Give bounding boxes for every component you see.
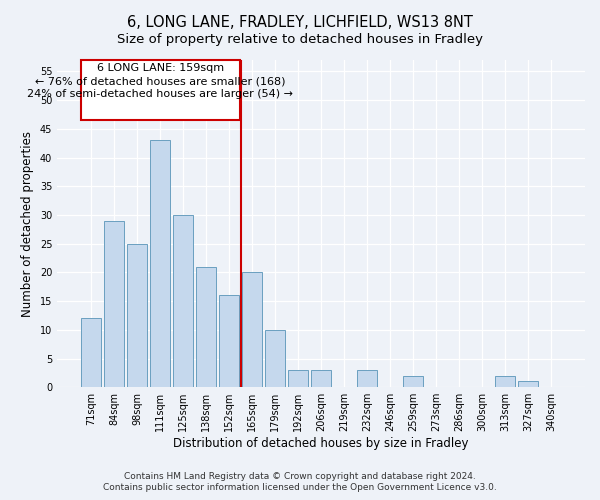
Bar	[127, 244, 147, 387]
Text: Contains HM Land Registry data © Crown copyright and database right 2024.
Contai: Contains HM Land Registry data © Crown c…	[103, 472, 497, 492]
Bar	[518, 382, 538, 387]
Bar	[104, 220, 124, 387]
Bar	[219, 296, 239, 387]
Bar	[173, 215, 193, 387]
Bar	[311, 370, 331, 387]
Bar	[403, 376, 423, 387]
Text: 6 LONG LANE: 159sqm
← 76% of detached houses are smaller (168)
24% of semi-detac: 6 LONG LANE: 159sqm ← 76% of detached ho…	[27, 63, 293, 100]
Bar	[288, 370, 308, 387]
Bar	[150, 140, 170, 387]
Bar	[358, 370, 377, 387]
Bar	[81, 318, 101, 387]
Text: Size of property relative to detached houses in Fradley: Size of property relative to detached ho…	[117, 32, 483, 46]
Bar	[80, 60, 240, 120]
Bar	[496, 376, 515, 387]
Bar	[196, 266, 216, 387]
Y-axis label: Number of detached properties: Number of detached properties	[21, 130, 34, 316]
Bar	[242, 272, 262, 387]
X-axis label: Distribution of detached houses by size in Fradley: Distribution of detached houses by size …	[173, 437, 469, 450]
Text: 6, LONG LANE, FRADLEY, LICHFIELD, WS13 8NT: 6, LONG LANE, FRADLEY, LICHFIELD, WS13 8…	[127, 15, 473, 30]
Bar	[265, 330, 285, 387]
